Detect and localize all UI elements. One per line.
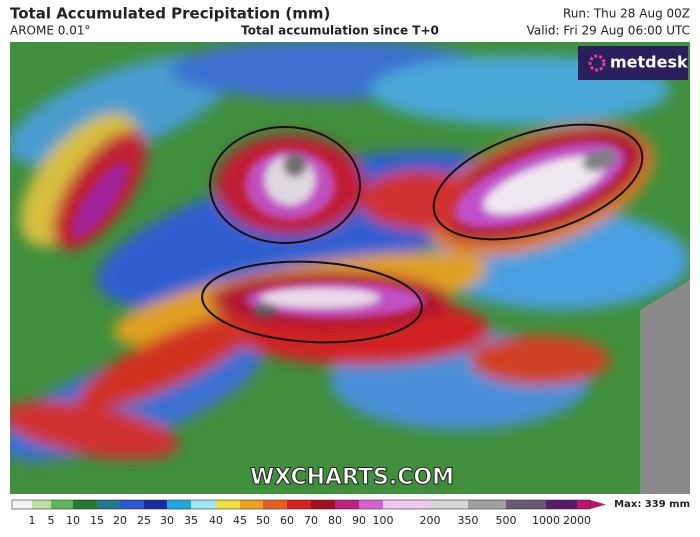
colorbar-label: 2000: [563, 514, 591, 527]
colorbar-label: 80: [328, 514, 342, 527]
colorbar-label: 30: [160, 514, 174, 527]
colorbar-segment: [311, 500, 335, 509]
colorbar-segment: [73, 500, 97, 509]
colorbar-label: 1000: [532, 514, 560, 527]
colorbar-segment: [240, 500, 263, 509]
colorbar-segment: [546, 500, 577, 509]
colorbar-segment: [430, 500, 468, 509]
colorbar-label: 350: [458, 514, 479, 527]
subtitle: Total accumulation since T+0: [241, 24, 439, 38]
colorbar-arrow: [590, 500, 606, 509]
colorbar-label: 5: [48, 514, 55, 527]
colorbar-segment: [263, 500, 287, 509]
colorbar-segment: [144, 500, 167, 509]
colorbar-label: 10: [66, 514, 80, 527]
model: AROME 0.01°: [10, 24, 90, 38]
valid: Valid: Fri 29 Aug 06:00 UTC: [527, 24, 690, 38]
colorbar-label: 40: [209, 514, 223, 527]
colorbar-segment: [32, 500, 51, 509]
colorbar-segment: [577, 500, 590, 509]
colorbar-label: 500: [496, 514, 517, 527]
run: Run: Thu 28 Aug 00Z: [563, 7, 690, 21]
colorbar-segment: [506, 500, 546, 509]
colorbar-label: 20: [113, 514, 127, 527]
colorbar-segment: [335, 500, 359, 509]
colorbar-label: 1: [29, 514, 36, 527]
colorbar-label: 70: [304, 514, 318, 527]
legend-max: Max: 339 mm: [614, 499, 690, 510]
colorbar-frame: [11, 499, 591, 510]
colorbar-segment: [191, 500, 216, 509]
colorbar-segment: [468, 500, 506, 509]
colorbar-segment: [287, 500, 311, 509]
logo-box: [578, 46, 688, 80]
colorbar-segment: [97, 500, 120, 509]
colorbar-label: 35: [184, 514, 198, 527]
colorbar-label: 45: [233, 514, 247, 527]
logo: metdesk: [610, 53, 688, 72]
colorbar-label: 50: [256, 514, 270, 527]
map: metdesk WXCHARTS.COM: [10, 42, 690, 494]
colorbar-segment: [216, 500, 240, 509]
colorbar: 1 5 10 15 20 25 30 35 40 45 50 60 70 80 90 100 200 350 500…: [11, 499, 606, 527]
colorbar-segment: [51, 500, 73, 509]
colorbar-label: 90: [352, 514, 366, 527]
colorbar-label: 60: [280, 514, 294, 527]
colorbar-label: 100: [373, 514, 394, 527]
watermark: WXCHARTS.COM: [250, 465, 454, 490]
colorbar-label: 15: [90, 514, 104, 527]
colorbar-segment: [12, 500, 32, 509]
colorbar-segment: [383, 500, 430, 509]
colorbar-segment: [120, 500, 144, 509]
colorbar-segment: [359, 500, 383, 509]
colorbar-label: 25: [137, 514, 151, 527]
colorbar-segment: [167, 500, 191, 509]
colorbar-label: 200: [420, 514, 441, 527]
title: Total Accumulated Precipitation (mm): [10, 5, 330, 23]
